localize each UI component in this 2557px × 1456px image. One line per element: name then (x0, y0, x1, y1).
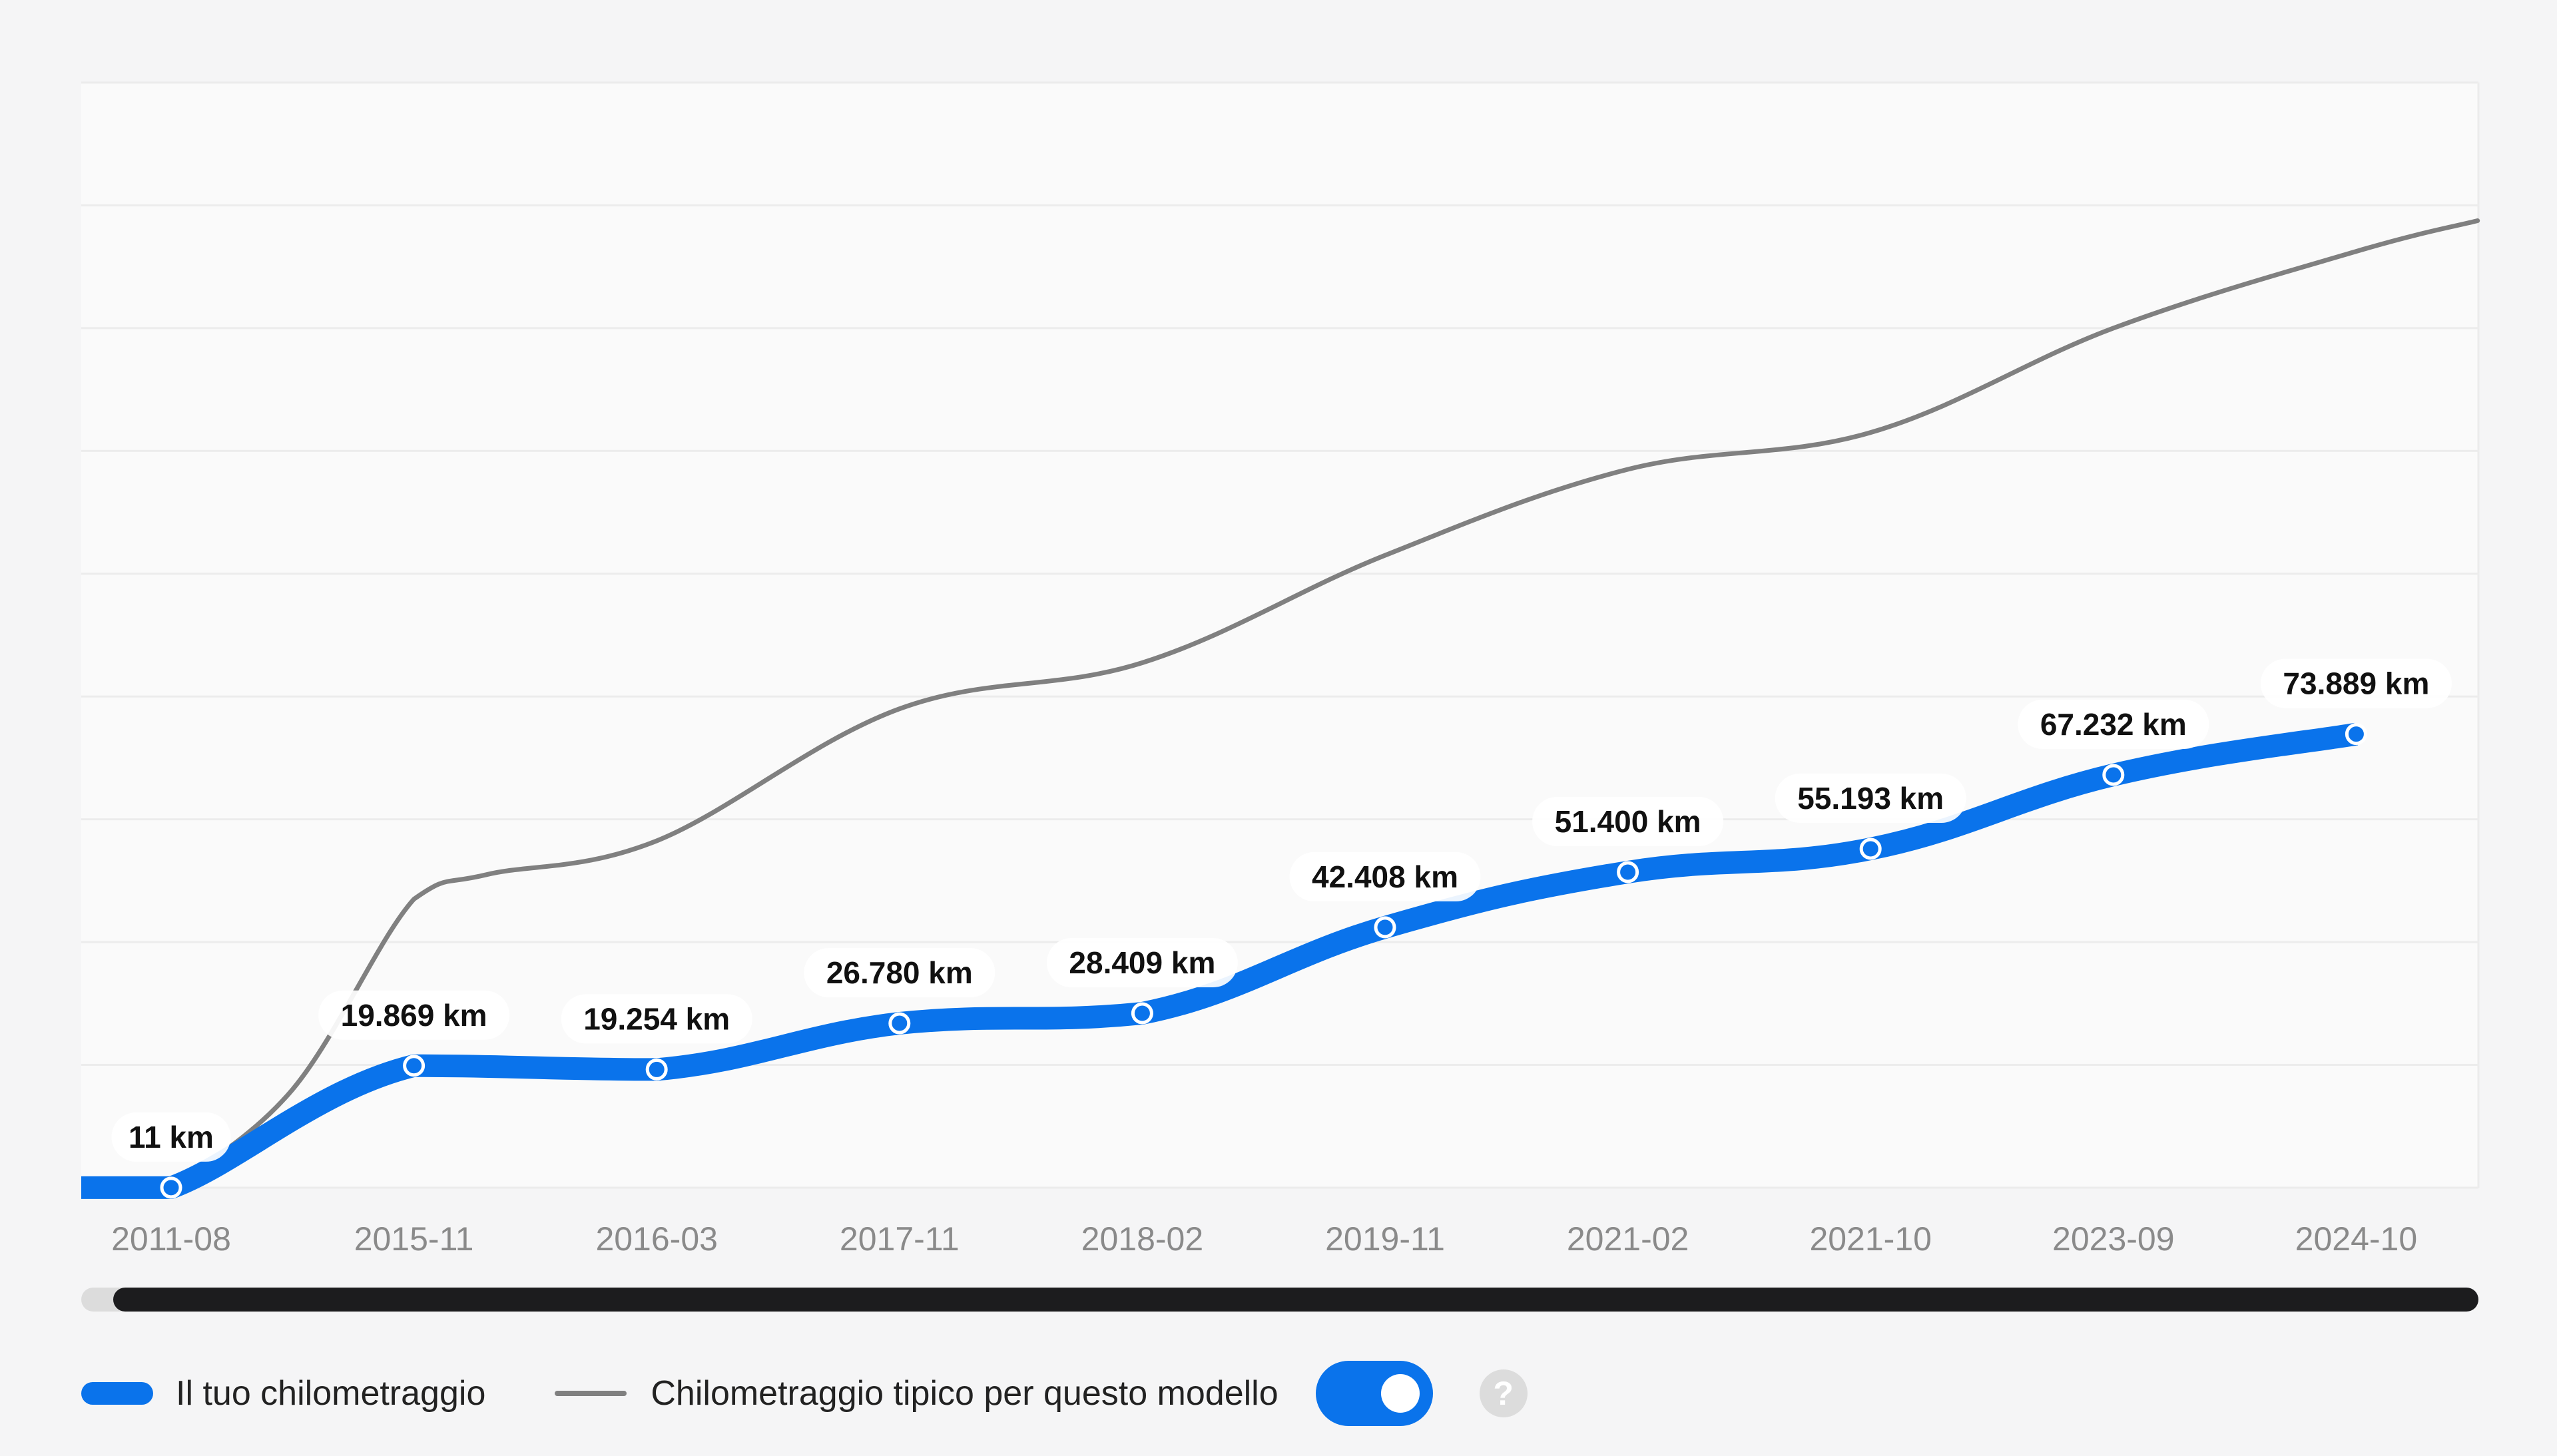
data-label: 19.254 km (583, 1001, 730, 1036)
your-mileage-legend-label: Il tuo chilometraggio (176, 1374, 486, 1413)
your-mileage-legend-swatch (81, 1382, 153, 1405)
data-label-background (1532, 796, 1724, 846)
data-label-background (2260, 658, 2452, 708)
data-label: 28.409 km (1069, 945, 1215, 980)
your-mileage-point[interactable] (2102, 764, 2125, 786)
typical-mileage-line (168, 218, 2480, 1190)
x-tick-label: 2018-02 (1081, 1220, 1204, 1258)
your-mileage-series: 11 km 19.869 km 19.254 km 26.780 km 28.409 k… (81, 658, 2452, 1199)
typical-mileage-series (168, 218, 2480, 1190)
x-tick-label: 2019-11 (1325, 1220, 1445, 1258)
x-axis-tick-labels: 2011-08 2015-11 2016-03 2017-11 2018-02 2019-… (111, 1220, 2417, 1258)
data-label: 26.780 km (826, 955, 973, 990)
data-label-background (318, 990, 510, 1040)
data-label-background (111, 1112, 231, 1162)
data-label: 19.869 km (341, 998, 487, 1033)
typical-mileage-toggle[interactable] (1315, 1361, 1433, 1426)
your-mileage-point[interactable] (1859, 838, 1882, 860)
toggle-knob[interactable] (1380, 1374, 1420, 1413)
scrollbar-thumb[interactable] (113, 1288, 2478, 1312)
data-label-background (1046, 938, 1238, 988)
your-mileage-point[interactable] (888, 1012, 911, 1035)
x-tick-label: 2016-03 (595, 1220, 718, 1258)
your-mileage-point[interactable] (160, 1176, 182, 1199)
x-tick-label: 2015-11 (354, 1220, 474, 1258)
chart-legend: Il tuo chilometraggio Chilometraggio tip… (81, 1358, 1528, 1429)
data-label-background (1775, 773, 1966, 823)
data-label: 55.193 km (1797, 781, 1944, 816)
x-tick-label: 2021-10 (1809, 1220, 1932, 1258)
your-mileage-point[interactable] (2345, 723, 2367, 746)
data-label-background (2018, 699, 2209, 749)
data-label: 73.889 km (2283, 666, 2429, 701)
typical-mileage-legend-label: Chilometraggio tipico per questo modello (651, 1374, 1278, 1413)
your-mileage-point[interactable] (1617, 861, 1639, 883)
typical-mileage-legend-swatch (555, 1391, 627, 1396)
x-tick-label: 2023-09 (2052, 1220, 2175, 1258)
x-tick-label: 2011-08 (111, 1220, 231, 1258)
data-label-background (804, 948, 995, 998)
data-label: 67.232 km (2040, 707, 2187, 742)
your-mileage-point[interactable] (1131, 1002, 1153, 1025)
help-icon[interactable]: ? (1479, 1369, 1528, 1417)
x-tick-label: 2024-10 (2295, 1220, 2418, 1258)
gridlines (81, 81, 2480, 1189)
x-tick-label: 2021-02 (1567, 1220, 1689, 1258)
x-tick-label: 2017-11 (840, 1220, 960, 1258)
data-label-background (1289, 851, 1481, 901)
data-label-background (561, 994, 752, 1044)
data-label: 42.408 km (1312, 859, 1458, 894)
your-mileage-point[interactable] (645, 1058, 668, 1081)
your-mileage-point[interactable] (1374, 916, 1396, 939)
horizontal-scrollbar[interactable] (81, 1288, 2478, 1312)
your-mileage-point[interactable] (403, 1055, 426, 1077)
data-label: 11 km (129, 1120, 214, 1154)
data-label: 51.400 km (1555, 804, 1701, 839)
